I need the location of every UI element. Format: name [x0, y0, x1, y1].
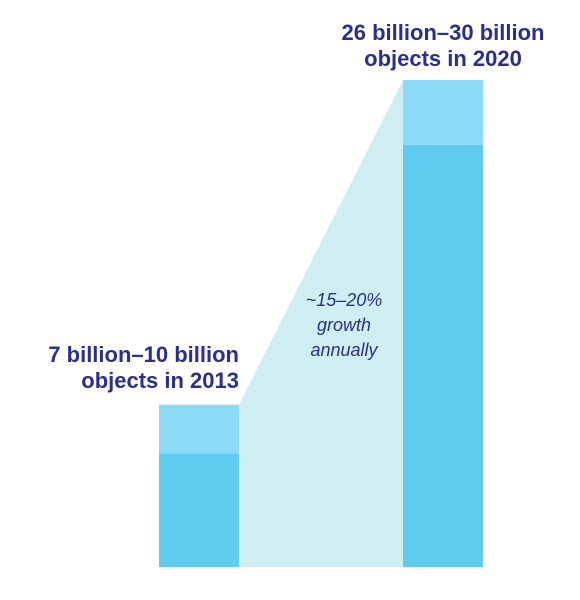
bar-2013-low: [159, 453, 239, 567]
data-label-2020-line-1: 26 billion–30 billion: [342, 20, 545, 45]
growth-annotation-line-1: ~15–20%: [306, 290, 383, 310]
data-label-2020-line-2: objects in 2020: [364, 46, 522, 71]
data-label-2013-line-2: objects in 2013: [81, 368, 239, 393]
data-label-2013: 7 billion–10 billion objects in 2013: [48, 342, 239, 393]
growth-annotation: ~15–20% growth annually: [306, 290, 383, 360]
bar-2020-range: [403, 80, 483, 145]
growth-band: [239, 80, 403, 567]
bar-2013-range: [159, 404, 239, 454]
data-label-2020: 26 billion–30 billion objects in 2020: [342, 20, 545, 71]
bar-2020-low: [403, 144, 483, 567]
data-label-2013-line-1: 7 billion–10 billion: [48, 342, 239, 367]
growth-annotation-line-3: annually: [310, 340, 378, 360]
growth-annotation-line-2: growth: [317, 315, 371, 335]
